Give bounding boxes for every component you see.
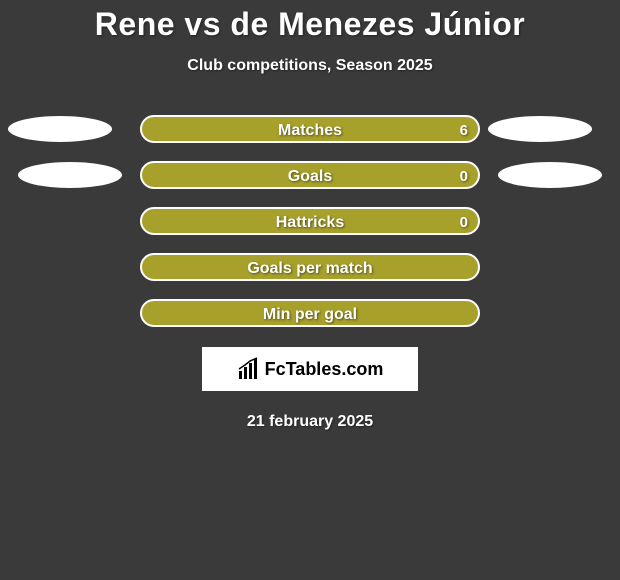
stat-bar: Goals0 xyxy=(140,161,480,189)
stat-row: Goals per match xyxy=(0,253,620,281)
stat-row: Min per goal xyxy=(0,299,620,327)
stat-bar: Goals per match xyxy=(140,253,480,281)
date-label: 21 february 2025 xyxy=(0,413,620,431)
player-ellipse-right xyxy=(498,162,602,188)
stat-value-right: 0 xyxy=(460,163,468,191)
stat-value-right: 6 xyxy=(460,117,468,145)
stat-label: Matches xyxy=(142,117,478,145)
stat-row: Hattricks0 xyxy=(0,207,620,235)
stat-label: Hattricks xyxy=(142,209,478,237)
stat-label: Goals xyxy=(142,163,478,191)
player-ellipse-right xyxy=(488,116,592,142)
stat-row: Matches6 xyxy=(0,115,620,143)
stat-row: Goals0 xyxy=(0,161,620,189)
stat-value-right: 0 xyxy=(460,209,468,237)
stat-bar: Matches6 xyxy=(140,115,480,143)
logo-text: FcTables.com xyxy=(265,359,384,380)
subtitle: Club competitions, Season 2025 xyxy=(0,57,620,75)
stats-area: Matches6Goals0Hattricks0Goals per matchM… xyxy=(0,115,620,327)
stat-label: Min per goal xyxy=(142,301,478,329)
stat-bar: Min per goal xyxy=(140,299,480,327)
stat-bar: Hattricks0 xyxy=(140,207,480,235)
player-ellipse-left xyxy=(18,162,122,188)
logo-box: FcTables.com xyxy=(202,347,418,391)
comparison-infographic: Rene vs de Menezes Júnior Club competiti… xyxy=(0,0,620,580)
player-ellipse-left xyxy=(8,116,112,142)
bar-chart-icon xyxy=(237,357,261,381)
page-title: Rene vs de Menezes Júnior xyxy=(0,0,620,43)
stat-label: Goals per match xyxy=(142,255,478,283)
